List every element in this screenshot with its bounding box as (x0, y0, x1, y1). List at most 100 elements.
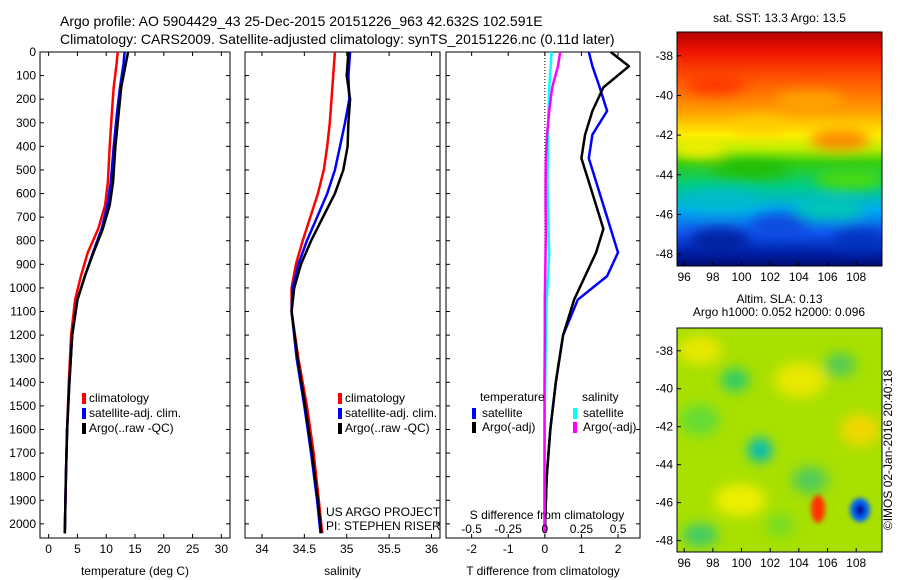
temperature-legend-entry: Argo(..raw -QC) (89, 421, 174, 435)
temperature-ytick-label: 1100 (10, 305, 36, 319)
differences-xtick-label: 1 (578, 542, 585, 556)
differences-xtick-label: 2 (615, 542, 622, 556)
temperature-ytick-label: 600 (16, 187, 36, 201)
temperature-ytick-label: 2000 (9, 517, 36, 531)
temperature-xtick-label: 5 (74, 542, 81, 556)
salinity-series-line-1 (290, 51, 352, 534)
sla-subtitle: Argo h1000: 0.052 h2000: 0.096 (693, 305, 865, 319)
sst_map-ytick-label: -42 (656, 128, 674, 142)
pi-annotation: PI: STEPHEN RISER (326, 519, 441, 533)
temperature-series-line-1 (63, 51, 126, 534)
legend-salinity-entry: satellite (583, 406, 624, 420)
legend-swatch (573, 422, 577, 433)
differences-series-line-3 (543, 51, 562, 534)
temperature-xtick-label: 25 (186, 542, 200, 556)
salinity-diff-axis-label: S difference from climatology (470, 508, 625, 522)
temperature-ytick-label: 1700 (9, 446, 36, 460)
temperature-ytick-label: 1300 (9, 352, 36, 366)
sla_map-title: Altim. SLA: 0.13 (736, 292, 822, 306)
legend-temperature-entry: Argo(-adj) (482, 420, 535, 434)
figure-title-line2: Climatology: CARS2009. Satellite-adjuste… (60, 31, 615, 47)
salinity-legend-entry: satellite-adj. clim. (345, 406, 437, 420)
sla_map-ytick-label: -40 (656, 382, 674, 396)
temperature-series-line-2 (63, 51, 130, 534)
sst_map-frame (676, 31, 883, 267)
salinity-diff-tick-label: 0 (541, 522, 548, 536)
legend-swatch (82, 408, 86, 419)
salinity-xlabel: salinity (324, 564, 361, 578)
temperature-ytick-label: 100 (16, 69, 36, 83)
salinity-diff-tick-label: -0.5 (461, 522, 482, 536)
sst-map (677, 32, 882, 266)
sla_map-xtick-label: 108 (846, 556, 866, 570)
sla_map-ytick-label: -38 (656, 344, 674, 358)
salinity-legend-entry: Argo(..raw -QC) (345, 421, 430, 435)
legend-swatch (472, 408, 476, 419)
salinity-series-line-0 (290, 51, 337, 534)
legend-salinity-entry: Argo(-adj) (583, 420, 636, 434)
temperature-ytick-label: 1400 (9, 375, 36, 389)
temperature-ytick-label: 1600 (9, 422, 36, 436)
temperature-legend-entry: satellite-adj. clim. (89, 406, 181, 420)
legend-swatch (82, 423, 86, 434)
legend-swatch (82, 393, 86, 404)
sla_map-ytick-label: -42 (656, 420, 674, 434)
sla_map-ytick-label: -48 (656, 534, 674, 548)
temperature-ytick-label: 700 (16, 210, 36, 224)
temperature-ytick-label: 1900 (9, 493, 36, 507)
temperature-ytick-label: 900 (16, 257, 36, 271)
salinity-xtick-label: 34.5 (293, 542, 317, 556)
legend-swatch (573, 408, 577, 419)
temperature-ytick-label: 1500 (9, 399, 36, 413)
salinity-series-line-2 (290, 51, 352, 534)
temperature-xtick-label: 0 (45, 542, 52, 556)
salinity-diff-tick-label: 0.25 (570, 522, 594, 536)
salinity-xtick-label: 36 (425, 542, 439, 556)
temperature-xtick-label: 20 (157, 542, 171, 556)
sla_map-ytick-label: -44 (656, 458, 674, 472)
temperature-xtick-label: 10 (100, 542, 114, 556)
sla_map-xtick-label: 102 (760, 556, 780, 570)
temperature-ytick-label: 200 (16, 92, 36, 106)
salinity-xtick-label: 35 (340, 542, 354, 556)
legend-temperature-title: temperature (480, 390, 545, 404)
sst_map-xtick-label: 96 (677, 270, 691, 284)
legend-swatch (338, 408, 342, 419)
imos-side-label: ©IMOS 02-Jan-2016 20:40:18 (881, 370, 895, 531)
sst_map-xtick-label: 98 (706, 270, 720, 284)
sla_map-xtick-label: 96 (677, 556, 691, 570)
sst_map-xtick-label: 104 (789, 270, 809, 284)
sla_map-xtick-label: 100 (731, 556, 751, 570)
sla_map-xtick-label: 98 (706, 556, 720, 570)
figure-title-line1: Argo profile: AO 5904429_43 25-Dec-2015 … (60, 13, 543, 29)
sst_map-xtick-label: 106 (818, 270, 838, 284)
temperature-ytick-label: 0 (29, 45, 36, 59)
sla_map-ytick-label: -46 (656, 496, 674, 510)
sst_map-ytick-label: -38 (656, 49, 674, 63)
differences-series-line-0 (543, 51, 620, 534)
salinity-xtick-label: 34 (255, 542, 269, 556)
temperature-legend-entry: climatology (89, 391, 149, 405)
temperature-ytick-label: 300 (16, 116, 36, 130)
sst_map-ytick-label: -48 (656, 247, 674, 261)
temperature-ytick-label: 1000 (9, 281, 36, 295)
legend-swatch (338, 393, 342, 404)
differences-xlabel: T difference from climatology (466, 564, 620, 578)
differences-xtick-label: -1 (503, 542, 514, 556)
sst_map-xtick-label: 100 (731, 270, 751, 284)
salinity-diff-tick-label: 0.5 (610, 522, 627, 536)
temperature-series-line-0 (63, 51, 119, 534)
differences-axes-frame (445, 51, 641, 539)
temperature-ytick-label: 400 (16, 139, 36, 153)
salinity-legend-entry: climatology (345, 391, 405, 405)
differences-series-line-1 (543, 51, 631, 534)
temperature-ytick-label: 1800 (9, 470, 36, 484)
sst_map-ytick-label: -46 (656, 207, 674, 221)
salinity-diff-tick-label: -0.25 (495, 522, 523, 536)
temperature-xlabel: temperature (deg C) (81, 564, 189, 578)
temperature-axes-frame (39, 51, 231, 539)
sst_map-title: sat. SST: 13.3 Argo: 13.5 (713, 11, 846, 25)
temperature-ytick-label: 800 (16, 234, 36, 248)
sst_map-ytick-label: -44 (656, 168, 674, 182)
